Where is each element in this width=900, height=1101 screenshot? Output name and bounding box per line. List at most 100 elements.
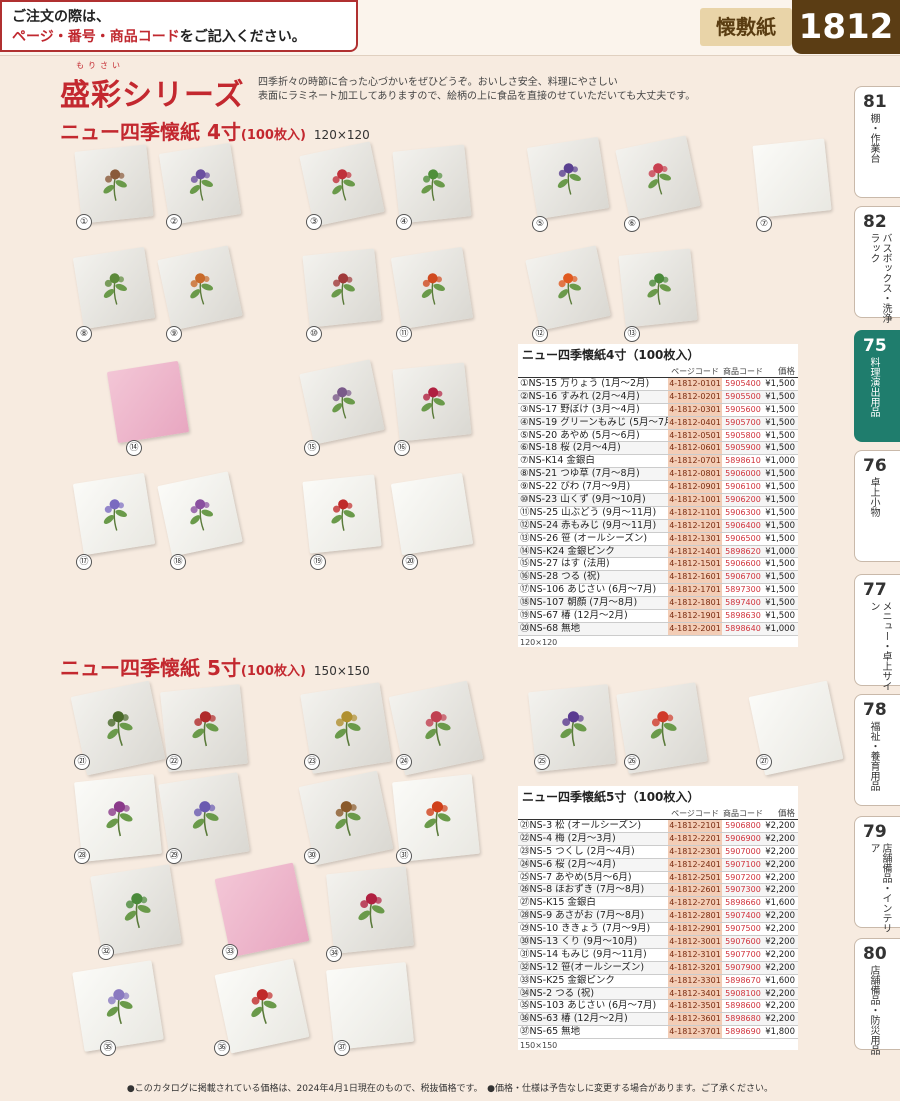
index-tab-76[interactable]: 76 卓上小物 (854, 450, 900, 562)
tab-number: 78 (863, 700, 887, 720)
kaishi-sample (106, 360, 190, 444)
product-name: ㉓NS-5 つくし (2月～4月) (520, 845, 635, 857)
product-name: ㉜NS-12 笹(オールシーズン) (520, 961, 645, 973)
index-tab-75[interactable]: 75 料理演出用品 (854, 330, 900, 442)
floral-motif-icon (332, 387, 355, 419)
price: ¥2,200 (765, 885, 795, 896)
table-row: ㉜NS-12 笹(オールシーズン) 4-1812-3201 5907900 ¥2,20… (518, 961, 798, 975)
index-tab-77[interactable]: 77 メニュー・卓上サイン (854, 574, 900, 691)
item-number-badge: ④ (396, 214, 412, 230)
floral-motif-icon (421, 169, 445, 201)
table-row: ㉖NS-8 ほおずき (7月～8月) 4-1812-2601 5907300 ¥2,2… (518, 884, 798, 898)
floral-motif-icon (103, 273, 127, 305)
page-code: 4-1812-1701 (668, 584, 722, 597)
floral-motif-icon (331, 499, 355, 531)
series-ruby: もりさい (76, 61, 124, 70)
floral-motif-icon (424, 801, 451, 837)
tab-label: 棚・作業台 (868, 113, 879, 163)
product-code: 5907200 (725, 872, 761, 882)
table-5sun-title: ニュー四季懐紙5寸（100枚入） (518, 786, 798, 808)
table-row: ⑬NS-26 笹 (オールシーズン) 4-1812-1301 5906500 ¥1,5… (518, 532, 798, 546)
product-name: ㊲NS-65 無地 (520, 1026, 581, 1038)
page-code: 4-1812-1301 (668, 532, 722, 545)
kaishi-sample (74, 774, 162, 862)
price: ¥1,500 (765, 482, 795, 493)
item-number-badge: ㉞ (326, 946, 342, 962)
kaishi-sample (615, 135, 701, 221)
price: ¥2,200 (765, 872, 795, 883)
table-row: ⑦NS-K14 金銀白 4-1812-0701 5898610 ¥1,000 (518, 455, 798, 469)
index-tab-79[interactable]: 79 店舗備品・インテリア (854, 816, 900, 933)
page-code: 4-1812-0101 (668, 378, 722, 390)
floral-motif-icon (190, 499, 213, 531)
product-name: ⑱NS-107 朝顔 (7月～8月) (520, 597, 638, 609)
tab-number: 81 (863, 92, 887, 112)
product-name: ⑧NS-21 つゆ草 (7月～8月) (520, 468, 640, 480)
table-row: ㉓NS-5 つくし (2月～4月) 4-1812-2301 5907000 ¥2,20… (518, 845, 798, 859)
product-name: ⑩NS-23 山くず (9月～10月) (520, 494, 646, 506)
kaishi-sample (160, 684, 248, 772)
price-table-4sun: ニュー四季懐紙4寸（100枚入） ページコード 商品コード 価格 ①NS-15 … (518, 344, 798, 647)
index-tab-78[interactable]: 78 福祉・養育用品 (854, 694, 900, 806)
tab-label: 店舗備品・防災用品 (868, 965, 879, 1055)
product-code: 5905800 (725, 430, 761, 440)
kaishi-sample (392, 144, 472, 224)
item-number-badge: ⑦ (756, 216, 772, 232)
product-code: 5898600 (725, 1001, 761, 1011)
table-5sun-rows: ㉑NS-3 松 (オールシーズン) 4-1812-2101 5906800 ¥2,20… (518, 820, 798, 1040)
table-row: ⑧NS-21 つゆ草 (7月～8月) 4-1812-0801 5906000 ¥1,5… (518, 468, 798, 482)
product-code: 5898630 (725, 611, 761, 621)
floral-motif-icon (331, 273, 355, 305)
order-notice: ご注文の際は、 ページ・番号・商品コードをご記入ください。 (0, 0, 358, 52)
product-code: 5907600 (725, 937, 761, 947)
kaishi-sample (302, 474, 382, 554)
section-4sun-name: ニュー四季懐紙 4寸 (60, 120, 241, 144)
price: ¥1,600 (765, 898, 795, 909)
item-number-badge: ㉕ (534, 754, 550, 770)
price: ¥1,500 (765, 417, 795, 428)
product-code: 5906200 (725, 495, 761, 505)
item-number-badge: ㉜ (98, 944, 114, 960)
product-name: ㉔NS-6 桜 (2月～4月) (520, 858, 616, 870)
product-name: ⑥NS-18 桜 (2月～4月) (520, 442, 621, 454)
product-code: 5906900 (725, 833, 761, 843)
page-code: 4-1812-0301 (668, 403, 722, 416)
floral-motif-icon (251, 989, 277, 1025)
col-page-code: ページコード (671, 809, 719, 818)
product-name: ③NS-17 野ぼけ (3月～4月) (520, 403, 640, 415)
item-number-badge: ⑳ (402, 554, 418, 570)
product-name: ④NS-19 グリーンもみじ (5月～7月) (520, 416, 668, 428)
page-code: 4-1812-0601 (668, 442, 722, 455)
item-number-badge: ⑩ (306, 326, 322, 342)
tab-number: 75 (863, 336, 887, 356)
table-row: ㉝NS-K25 金銀ピンク 4-1812-3301 5898670 ¥1,600 (518, 974, 798, 988)
product-code: 5907400 (725, 911, 761, 921)
kaishi-sample (72, 960, 164, 1052)
index-tab-81[interactable]: 81 棚・作業台 (854, 86, 900, 198)
index-tab-80[interactable]: 80 店舗備品・防災用品 (854, 938, 900, 1055)
index-tab-82[interactable]: 82 バスボックス・洗浄ラック (854, 206, 900, 323)
item-number-badge: ⑫ (532, 326, 548, 342)
kaishi-sample (616, 682, 708, 774)
product-code: 5906000 (725, 469, 761, 479)
product-code: 5897400 (725, 598, 761, 608)
price: ¥1,500 (765, 391, 795, 402)
product-code: 5898640 (725, 623, 761, 633)
kaishi-sample (302, 248, 382, 328)
product-code: 5905600 (725, 404, 761, 414)
table-row: ㉟NS-103 あじさい (6月～7月) 4-1812-3501 5898600 ¥2… (518, 1000, 798, 1014)
col-price: 価格 (777, 809, 795, 819)
product-name: ⑫NS-24 赤もみじ (9月～11月) (520, 519, 657, 531)
section-4sun-size: 120×120 (313, 128, 370, 142)
product-name: ㉚NS-13 くり (9月～10月) (520, 936, 638, 948)
product-code: 5905400 (725, 379, 761, 388)
price: ¥1,500 (765, 572, 795, 583)
product-code: 5906600 (725, 559, 761, 569)
floral-motif-icon (103, 169, 127, 201)
price: ¥1,500 (765, 533, 795, 544)
product-name: ㊱NS-63 椿 (12月～2月) (520, 1013, 628, 1025)
price: ¥1,500 (765, 430, 795, 441)
tab-number: 77 (863, 580, 887, 600)
page-code: 4-1812-1801 (668, 597, 722, 610)
product-code: 5907700 (725, 949, 761, 959)
